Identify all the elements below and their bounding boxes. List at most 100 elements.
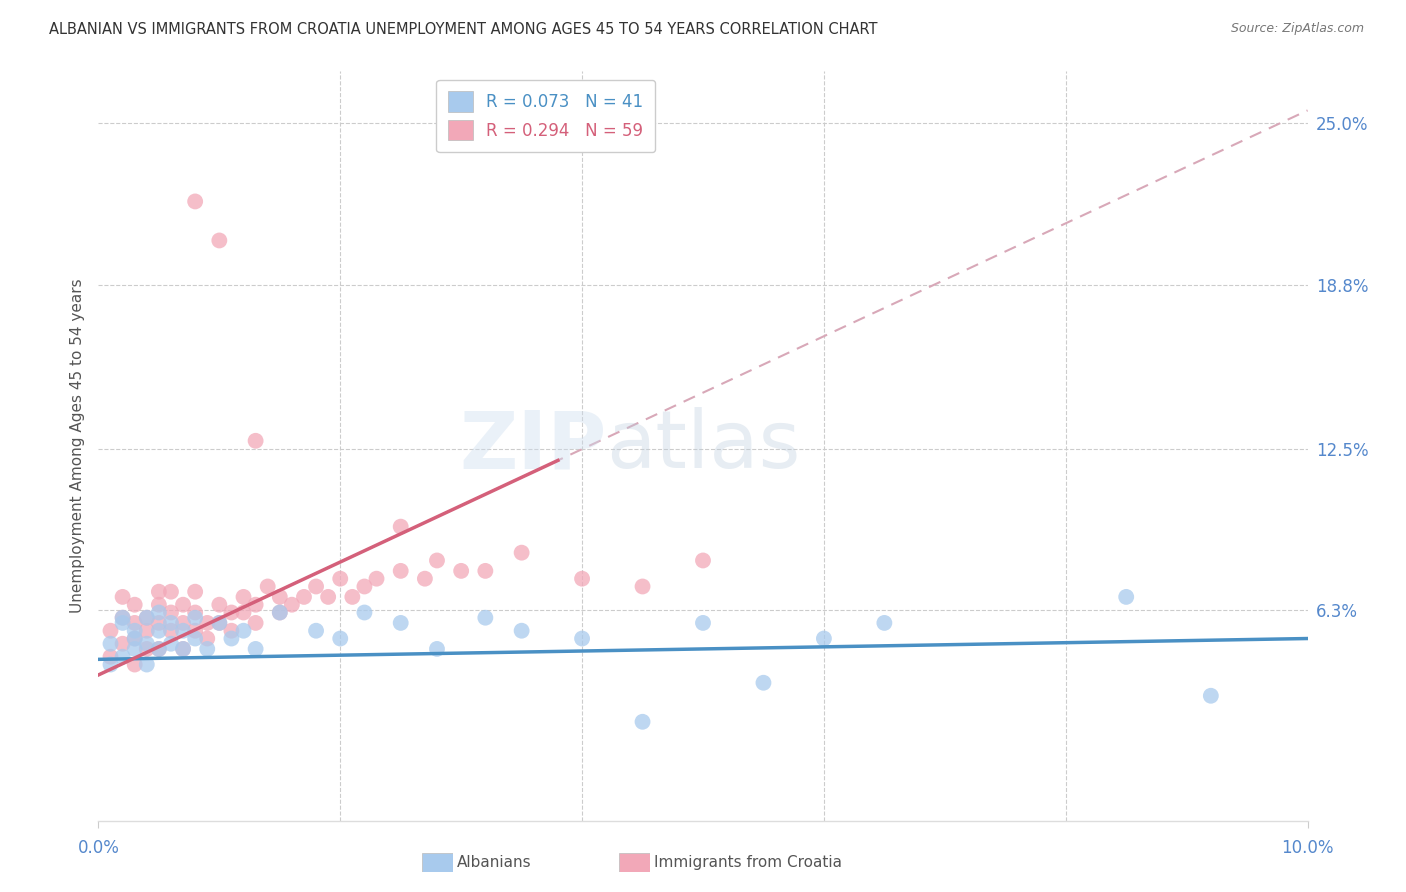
Point [292, 590, 315, 604]
Point [148, 624, 170, 638]
Point [256, 580, 278, 594]
Point [329, 632, 352, 646]
Point [148, 615, 170, 630]
Point [124, 598, 146, 612]
Point [752, 675, 775, 690]
Point [305, 580, 328, 594]
Point [111, 637, 134, 651]
Point [124, 624, 146, 638]
Text: ZIP: ZIP [458, 407, 606, 485]
Point [413, 572, 436, 586]
Point [631, 714, 654, 729]
Point [426, 553, 449, 567]
Point [510, 546, 533, 560]
Point [111, 611, 134, 625]
Point [208, 598, 231, 612]
Point [269, 606, 291, 620]
Point [135, 642, 157, 657]
Point [389, 519, 412, 533]
Point [172, 615, 194, 630]
Point [353, 580, 375, 594]
Point [148, 598, 170, 612]
Point [474, 564, 496, 578]
Point [100, 649, 122, 664]
Point [208, 615, 231, 630]
Point [184, 632, 207, 646]
Text: ALBANIAN VS IMMIGRANTS FROM CROATIA UNEMPLOYMENT AMONG AGES 45 TO 54 YEARS CORRE: ALBANIAN VS IMMIGRANTS FROM CROATIA UNEM… [49, 22, 877, 37]
Point [184, 584, 207, 599]
Point [631, 580, 654, 594]
Point [571, 572, 593, 586]
Point [124, 642, 146, 657]
Point [329, 572, 352, 586]
Point [366, 572, 388, 586]
Point [160, 615, 183, 630]
Point [135, 637, 157, 651]
Point [269, 606, 291, 620]
Text: Albanians: Albanians [457, 855, 531, 870]
Point [172, 598, 194, 612]
Point [221, 632, 243, 646]
Point [305, 624, 328, 638]
Point [269, 590, 291, 604]
Point [148, 642, 170, 657]
Point [232, 624, 254, 638]
Point [245, 434, 267, 448]
Point [692, 553, 714, 567]
Point [450, 564, 472, 578]
Point [208, 234, 231, 248]
Point [184, 194, 207, 209]
Point [160, 584, 183, 599]
Point [135, 624, 157, 638]
Point [195, 632, 218, 646]
Point [111, 611, 134, 625]
Point [148, 606, 170, 620]
Point [281, 598, 304, 612]
Text: Source: ZipAtlas.com: Source: ZipAtlas.com [1230, 22, 1364, 36]
Point [245, 615, 267, 630]
Point [100, 637, 122, 651]
Point [124, 657, 146, 672]
Point [100, 624, 122, 638]
Text: atlas: atlas [606, 407, 800, 485]
Point [353, 606, 375, 620]
Point [172, 642, 194, 657]
Point [692, 615, 714, 630]
Point [221, 606, 243, 620]
Point [389, 564, 412, 578]
Legend: R = 0.073   N = 41, R = 0.294   N = 59: R = 0.073 N = 41, R = 0.294 N = 59 [436, 79, 655, 152]
Point [426, 642, 449, 657]
Point [160, 606, 183, 620]
Point [135, 657, 157, 672]
Point [124, 632, 146, 646]
Point [316, 590, 339, 604]
Text: Immigrants from Croatia: Immigrants from Croatia [654, 855, 842, 870]
Point [135, 611, 157, 625]
Point [172, 642, 194, 657]
Point [135, 611, 157, 625]
Point [208, 615, 231, 630]
Point [111, 615, 134, 630]
Point [100, 657, 122, 672]
Point [184, 606, 207, 620]
Point [195, 615, 218, 630]
Point [1199, 689, 1222, 703]
Point [245, 598, 267, 612]
Point [124, 632, 146, 646]
Point [389, 615, 412, 630]
Point [571, 632, 593, 646]
Point [245, 642, 267, 657]
Point [148, 584, 170, 599]
Point [813, 632, 835, 646]
Point [111, 590, 134, 604]
Point [232, 606, 254, 620]
Point [172, 624, 194, 638]
Point [195, 642, 218, 657]
Point [1115, 590, 1137, 604]
Point [474, 611, 496, 625]
Point [232, 590, 254, 604]
Point [184, 624, 207, 638]
Point [160, 637, 183, 651]
Y-axis label: Unemployment Among Ages 45 to 54 years: Unemployment Among Ages 45 to 54 years [69, 278, 84, 614]
Point [342, 590, 364, 604]
